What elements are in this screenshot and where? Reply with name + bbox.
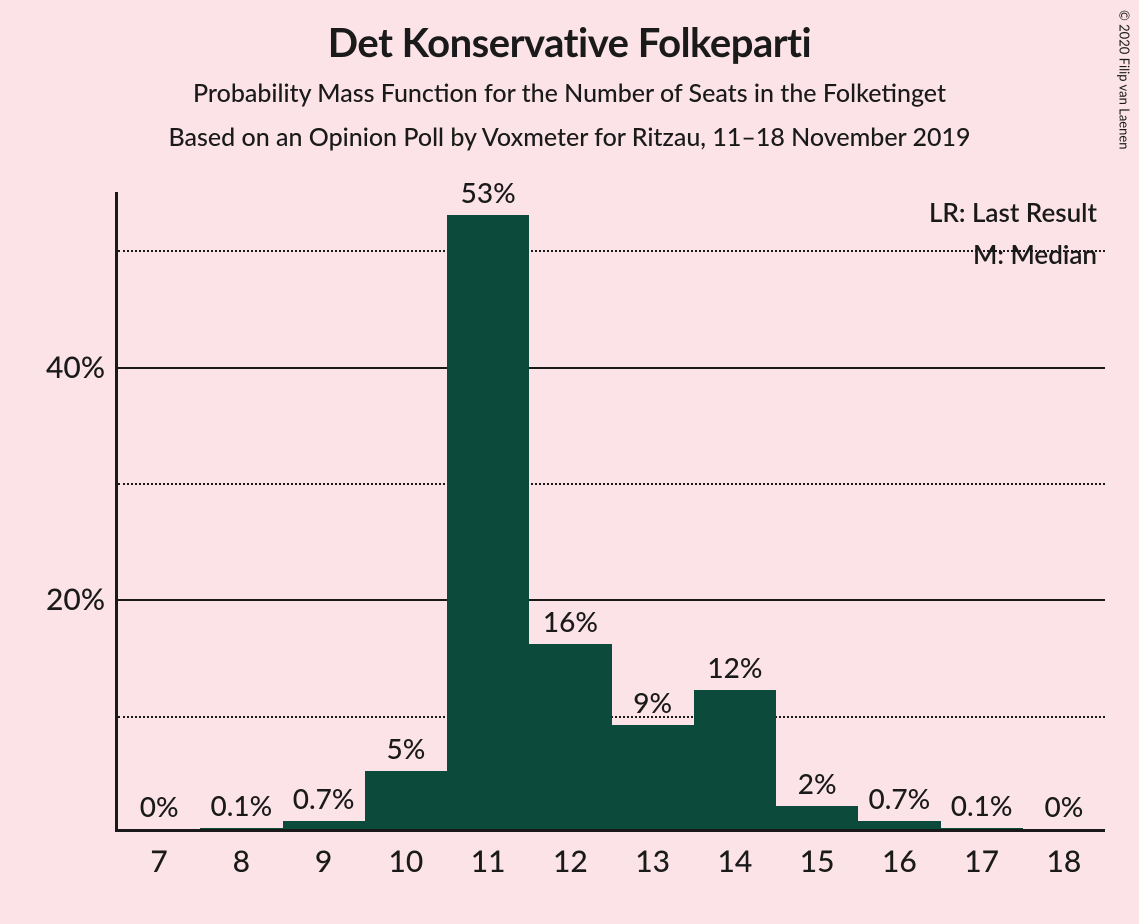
- bar-slot-15: 2%15: [776, 192, 858, 829]
- copyright-text: © 2020 Filip van Laenen: [1117, 10, 1133, 150]
- x-axis: [115, 829, 1105, 832]
- bar-14: [694, 690, 776, 829]
- bar-slot-18: 0%18: [1023, 192, 1105, 829]
- y-tick-label-20: 20%: [46, 581, 105, 617]
- legend: LR: Last Result M: Median: [929, 196, 1097, 280]
- x-tick-label-11: 11: [471, 843, 506, 879]
- plot-area: 20%40% 0%70.1%80.7%95%1053%11M16%12LR9%1…: [115, 192, 1105, 832]
- legend-lr: LR: Last Result: [929, 196, 1097, 228]
- x-tick-label-15: 15: [800, 843, 835, 879]
- bar-value-label-14: 12%: [707, 650, 762, 684]
- pmf-bar-chart: 20%40% 0%70.1%80.7%95%1053%11M16%12LR9%1…: [115, 192, 1105, 832]
- bar-slot-9: 0.7%9: [283, 192, 365, 829]
- bar-slot-7: 0%7: [118, 192, 200, 829]
- x-tick-label-12: 12: [553, 843, 588, 879]
- bar-value-label-11: 53%: [461, 175, 516, 209]
- bar-value-label-7: 0%: [140, 789, 179, 823]
- bar-slot-12: 16%12LR: [529, 192, 611, 829]
- bar-value-label-8: 0.1%: [211, 788, 273, 822]
- x-tick-label-13: 13: [635, 843, 670, 879]
- x-tick-label-9: 9: [315, 843, 332, 879]
- x-tick-label-14: 14: [717, 843, 752, 879]
- bar-value-label-17: 0.1%: [951, 788, 1013, 822]
- bar-value-label-12: 16%: [543, 604, 598, 638]
- chart-subtitle-1: Probability Mass Function for the Number…: [0, 78, 1139, 108]
- bar-value-label-10: 5%: [386, 731, 425, 765]
- bar-value-label-18: 0%: [1044, 789, 1083, 823]
- bar-slot-10: 5%10: [365, 192, 447, 829]
- chart-subtitle-2: Based on an Opinion Poll by Voxmeter for…: [0, 122, 1139, 152]
- bar-17: [941, 828, 1023, 829]
- bar-13: [612, 725, 694, 829]
- bar-slot-16: 0.7%16: [858, 192, 940, 829]
- bar-slot-13: 9%13: [612, 192, 694, 829]
- x-tick-label-10: 10: [388, 843, 423, 879]
- bar-slot-17: 0.1%17: [941, 192, 1023, 829]
- bar-value-label-13: 9%: [633, 685, 672, 719]
- bar-10: [365, 771, 447, 829]
- bar-9: [283, 821, 365, 829]
- y-tick-label-40: 40%: [46, 349, 105, 385]
- bar-16: [858, 821, 940, 829]
- x-tick-label-18: 18: [1046, 843, 1081, 879]
- bar-value-label-16: 0.7%: [869, 781, 931, 815]
- chart-title: Det Konservative Folkeparti: [0, 18, 1139, 66]
- x-tick-label-16: 16: [882, 843, 917, 879]
- x-tick-label-7: 7: [150, 843, 167, 879]
- bar-15: [776, 806, 858, 829]
- legend-m: M: Median: [929, 238, 1097, 270]
- bar-slot-11: 53%11M: [447, 192, 529, 829]
- bar-value-label-15: 2%: [798, 766, 837, 800]
- bar-12: [529, 644, 611, 829]
- bar-value-label-9: 0.7%: [293, 781, 355, 815]
- bars-container: 0%70.1%80.7%95%1053%11M16%12LR9%1312%142…: [118, 192, 1105, 829]
- bar-11: [447, 215, 529, 829]
- bar-slot-8: 0.1%8: [200, 192, 282, 829]
- x-tick-label-8: 8: [233, 843, 250, 879]
- x-tick-label-17: 17: [964, 843, 999, 879]
- bar-slot-14: 12%14: [694, 192, 776, 829]
- bar-8: [200, 828, 282, 829]
